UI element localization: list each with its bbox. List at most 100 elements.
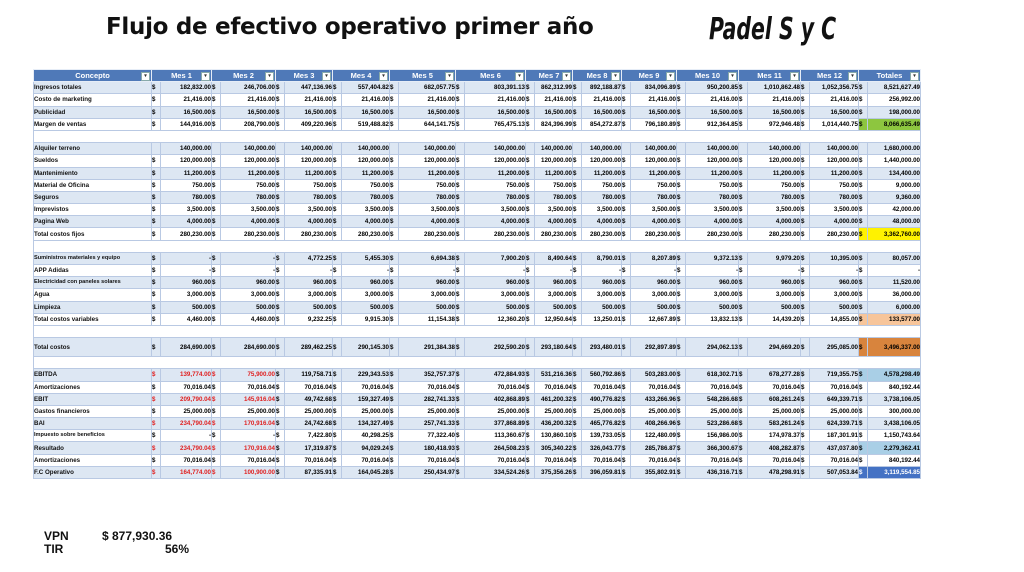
month-value-cell[interactable]: 644,141.75 bbox=[398, 117, 456, 131]
month-value-cell[interactable]: 862,312.99 bbox=[534, 81, 573, 95]
month-value-cell[interactable]: 14,855.00 bbox=[809, 312, 859, 326]
row-total-cell[interactable]: 134,400.00 bbox=[867, 166, 921, 180]
month-value-cell[interactable]: 70,016.04 bbox=[341, 453, 390, 467]
row-total-cell[interactable]: 4,578,298.49 bbox=[867, 368, 921, 382]
column-header[interactable]: Mes 12 ▾ bbox=[800, 68, 859, 83]
month-value-cell[interactable]: 500.00 bbox=[685, 300, 739, 314]
month-value-cell[interactable]: 294,062.13 bbox=[685, 337, 739, 358]
month-value-cell[interactable]: 280,230.00 bbox=[398, 227, 456, 241]
month-value-cell[interactable]: 960.00 bbox=[341, 276, 390, 290]
month-value-cell[interactable]: 402,868.89 bbox=[464, 392, 526, 406]
month-value-cell[interactable]: 295,085.00 bbox=[809, 337, 859, 358]
column-header[interactable]: Mes 6 ▾ bbox=[455, 68, 526, 83]
month-value-cell[interactable]: 834,096.89 bbox=[630, 81, 677, 95]
column-header[interactable]: Mes 7 ▾ bbox=[525, 68, 573, 83]
month-value-cell[interactable]: 70,016.04 bbox=[630, 453, 677, 467]
month-value-cell[interactable]: 500.00 bbox=[534, 300, 573, 314]
column-header[interactable]: Mes 8 ▾ bbox=[572, 68, 622, 83]
row-total-cell[interactable]: 36,000.00 bbox=[867, 288, 921, 302]
month-value-cell[interactable]: 284,690.00 bbox=[160, 337, 212, 358]
month-value-cell[interactable]: 140,000.00 bbox=[341, 142, 390, 156]
month-value-cell[interactable]: 25,000.00 bbox=[534, 404, 573, 419]
month-value-cell[interactable]: 21,416.00 bbox=[809, 93, 859, 107]
month-value-cell[interactable]: 500.00 bbox=[464, 300, 526, 314]
month-value-cell[interactable]: - bbox=[398, 263, 456, 278]
month-value-cell[interactable]: 289,462.25 bbox=[284, 337, 333, 358]
month-value-cell[interactable]: 70,016.04 bbox=[464, 380, 526, 394]
month-value-cell[interactable]: 180,418.93 bbox=[398, 441, 456, 455]
month-value-cell[interactable]: - bbox=[341, 263, 390, 278]
month-value-cell[interactable]: 750.00 bbox=[630, 178, 677, 192]
month-value-cell[interactable]: 780.00 bbox=[160, 190, 212, 205]
month-value-cell[interactable]: 500.00 bbox=[160, 300, 212, 314]
month-value-cell[interactable]: 960.00 bbox=[398, 276, 456, 290]
month-value-cell[interactable]: 436,200.32 bbox=[534, 417, 573, 431]
month-value-cell[interactable]: 892,188.87 bbox=[581, 81, 622, 95]
month-value-cell[interactable]: 16,500.00 bbox=[284, 105, 333, 119]
month-value-cell[interactable]: 750.00 bbox=[220, 178, 276, 192]
month-value-cell[interactable]: 264,508.23 bbox=[464, 441, 526, 455]
month-value-cell[interactable]: 780.00 bbox=[464, 190, 526, 205]
row-total-cell[interactable]: 840,192.44 bbox=[867, 380, 921, 394]
row-total-cell[interactable]: 9,360.00 bbox=[867, 190, 921, 205]
month-value-cell[interactable]: 49,742.68 bbox=[284, 392, 333, 406]
month-value-cell[interactable]: 11,200.00 bbox=[747, 166, 801, 180]
month-value-cell[interactable]: 500.00 bbox=[220, 300, 276, 314]
column-header[interactable]: Mes 2 ▾ bbox=[211, 68, 276, 83]
month-value-cell[interactable]: 765,475.13 bbox=[464, 117, 526, 131]
month-value-cell[interactable]: 187,301.91 bbox=[809, 429, 859, 443]
month-value-cell[interactable]: 4,000.00 bbox=[809, 215, 859, 229]
month-value-cell[interactable]: 25,000.00 bbox=[464, 404, 526, 419]
filter-dropdown-icon[interactable]: ▾ bbox=[379, 72, 388, 81]
month-value-cell[interactable]: 25,000.00 bbox=[220, 404, 276, 419]
filter-dropdown-icon[interactable]: ▾ bbox=[265, 72, 274, 81]
month-value-cell[interactable]: 9,979.20 bbox=[747, 251, 801, 266]
month-value-cell[interactable]: 280,230.00 bbox=[464, 227, 526, 241]
month-value-cell[interactable]: 500.00 bbox=[630, 300, 677, 314]
month-value-cell[interactable]: 3,500.00 bbox=[809, 203, 859, 217]
month-value-cell[interactable]: 144,916.00 bbox=[160, 117, 212, 131]
month-value-cell[interactable]: 294,669.20 bbox=[747, 337, 801, 358]
month-value-cell[interactable]: 678,277.28 bbox=[747, 368, 801, 382]
month-value-cell[interactable]: 280,230.00 bbox=[341, 227, 390, 241]
filter-dropdown-icon[interactable]: ▾ bbox=[141, 72, 150, 81]
month-value-cell[interactable]: 290,145.30 bbox=[341, 337, 390, 358]
month-value-cell[interactable]: 4,000.00 bbox=[534, 215, 573, 229]
month-value-cell[interactable]: 4,000.00 bbox=[398, 215, 456, 229]
month-value-cell[interactable]: 750.00 bbox=[534, 178, 573, 192]
month-value-cell[interactable]: 377,868.89 bbox=[464, 417, 526, 431]
filter-dropdown-icon[interactable]: ▾ bbox=[666, 72, 675, 81]
month-value-cell[interactable]: - bbox=[284, 263, 333, 278]
month-value-cell[interactable]: 120,000.00 bbox=[581, 154, 622, 168]
row-total-cell[interactable]: 840,192.44 bbox=[867, 453, 921, 467]
month-value-cell[interactable]: 16,500.00 bbox=[747, 105, 801, 119]
month-value-cell[interactable]: 11,200.00 bbox=[464, 166, 526, 180]
month-value-cell[interactable]: 140,000.00 bbox=[220, 142, 276, 156]
month-value-cell[interactable]: 292,590.20 bbox=[464, 337, 526, 358]
month-value-cell[interactable]: 624,339.71 bbox=[809, 417, 859, 431]
month-value-cell[interactable]: 280,230.00 bbox=[685, 227, 739, 241]
month-value-cell[interactable]: 352,757.37 bbox=[398, 368, 456, 382]
month-value-cell[interactable]: 3,000.00 bbox=[220, 288, 276, 302]
month-value-cell[interactable]: 70,016.04 bbox=[581, 453, 622, 467]
month-value-cell[interactable]: 120,000.00 bbox=[685, 154, 739, 168]
month-value-cell[interactable]: 16,500.00 bbox=[630, 105, 677, 119]
month-value-cell[interactable]: 11,200.00 bbox=[341, 166, 390, 180]
month-value-cell[interactable]: 472,884.93 bbox=[464, 368, 526, 382]
month-value-cell[interactable]: 608,261.24 bbox=[747, 392, 801, 406]
month-value-cell[interactable]: - bbox=[581, 263, 622, 278]
month-value-cell[interactable]: 3,500.00 bbox=[685, 203, 739, 217]
month-value-cell[interactable]: - bbox=[464, 263, 526, 278]
month-value-cell[interactable]: 208,790.00 bbox=[220, 117, 276, 131]
month-value-cell[interactable]: 70,016.04 bbox=[685, 380, 739, 394]
month-value-cell[interactable]: 16,500.00 bbox=[809, 105, 859, 119]
filter-dropdown-icon[interactable]: ▾ bbox=[910, 72, 919, 81]
month-value-cell[interactable]: 140,000.00 bbox=[685, 142, 739, 156]
month-value-cell[interactable]: 120,000.00 bbox=[220, 154, 276, 168]
month-value-cell[interactable]: 170,916.04 bbox=[220, 441, 276, 455]
month-value-cell[interactable]: 408,266.96 bbox=[630, 417, 677, 431]
month-value-cell[interactable]: 70,016.04 bbox=[809, 380, 859, 394]
row-total-cell[interactable]: 3,362,760.00 bbox=[867, 227, 921, 241]
month-value-cell[interactable]: 750.00 bbox=[685, 178, 739, 192]
month-value-cell[interactable]: 70,016.04 bbox=[398, 380, 456, 394]
